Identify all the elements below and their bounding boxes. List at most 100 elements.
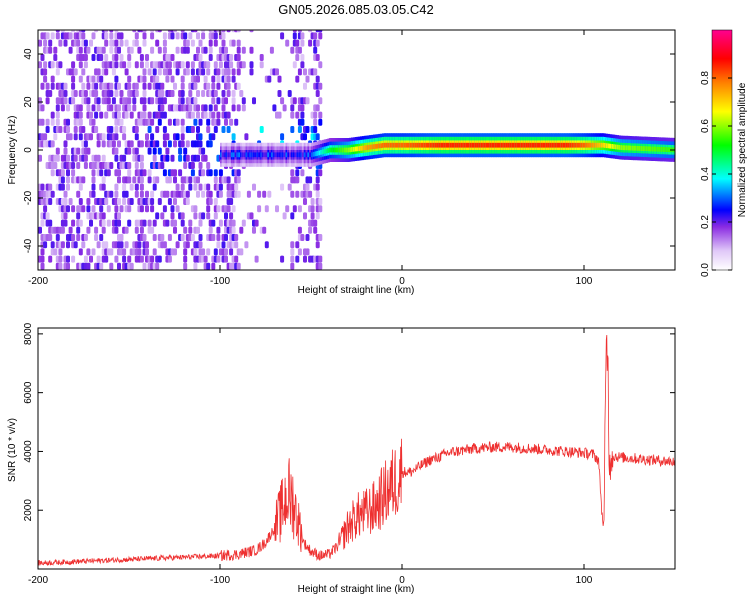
spectrogram-cell [96, 255, 101, 263]
spectrogram-y-tick-label: 20 [23, 96, 34, 108]
spectrogram-cell [175, 133, 180, 141]
spectrogram-ridge-cell [471, 142, 474, 148]
spectrogram-cell [48, 198, 53, 205]
spectrogram-cell [180, 140, 185, 148]
spectrogram-cell [290, 169, 295, 177]
spectrogram-ridge-cell [369, 144, 372, 150]
spectrogram-ridge-cell [513, 142, 516, 148]
spectrogram-ridge-cell [323, 149, 326, 154]
spectrogram-ridge-cell [631, 145, 634, 151]
spectrogram-cell [236, 169, 241, 177]
spectrogram-cell [43, 68, 48, 76]
spectrogram-cell [208, 190, 213, 198]
spectrogram-cell [152, 68, 157, 76]
colorbar-label: Normalized spectral amplitude [737, 82, 748, 217]
spectrogram-cell [73, 90, 78, 97]
spectrogram-ridge-cell [387, 142, 390, 148]
spectrogram-cell [109, 248, 114, 256]
spectrogram-cell [303, 255, 307, 263]
spectrogram-cell [157, 46, 162, 54]
spectrogram-cell [185, 61, 190, 69]
spectrogram-cell [185, 198, 190, 205]
spectrogram-cell [106, 97, 111, 105]
spectrogram-cell [160, 234, 165, 241]
spectrogram-cell [60, 183, 65, 191]
spectrogram-cell [101, 154, 106, 162]
spectrogram-cell [137, 241, 142, 249]
spectrogram-ridge-cell [473, 142, 476, 148]
spectrogram-cell [193, 97, 198, 105]
spectrogram-ridge-cell [416, 142, 419, 148]
spectrogram-cell [114, 133, 119, 141]
spectrogram-cell [71, 61, 76, 69]
spectrogram-cell [216, 241, 221, 249]
spectrogram-ridge-cell [567, 142, 570, 148]
spectrogram-cell [55, 104, 60, 112]
spectrogram-cell [114, 154, 119, 162]
spectrogram-cell [127, 82, 132, 90]
spectrogram-cell [155, 212, 160, 220]
spectrogram-ridge-cell [238, 152, 241, 158]
spectrogram-cell [162, 205, 167, 213]
spectrogram-ridge-cell [258, 152, 261, 158]
spectrogram-cell [86, 226, 91, 234]
spectrogram-cell [280, 133, 285, 141]
spectrogram-cell [78, 118, 83, 126]
spectrogram-cell [193, 262, 198, 270]
spectrogram-ridge-cell [489, 142, 492, 148]
spectrogram-ridge-cell [245, 152, 248, 158]
spectrogram-cell [160, 104, 165, 112]
spectrogram-cell [40, 118, 45, 126]
spectrogram-cell [213, 176, 218, 184]
spectrogram-ridge-cell [392, 142, 396, 148]
spectrogram-cell [183, 248, 188, 256]
spectrogram-cell [183, 255, 188, 263]
spectrogram-cell [127, 75, 132, 83]
spectrogram-ridge-cell [627, 145, 630, 151]
spectrogram-ridge-cell [569, 142, 572, 148]
spectrogram-cell [91, 190, 96, 198]
colorbar-gradient [711, 29, 733, 271]
spectrogram-cell [170, 90, 175, 97]
spectrogram-cell [81, 241, 86, 249]
spectrogram-cell [167, 198, 172, 205]
spectrogram-cell [122, 133, 127, 141]
spectrogram-cell [117, 140, 121, 148]
spectrogram-cell [86, 82, 91, 90]
spectrogram-ridge-cell [496, 142, 499, 148]
spectrogram-ridge-cell [551, 142, 554, 148]
spectrogram-ridge-cell [400, 142, 403, 148]
spectrogram-cell [68, 226, 73, 234]
spectrogram-ridge-cell [591, 142, 594, 148]
spectrogram-cell [150, 226, 155, 234]
spectrogram-cell [68, 133, 73, 141]
spectrogram-cell [111, 97, 116, 105]
spectrogram-cell [142, 82, 147, 90]
spectrogram-cell [142, 75, 147, 83]
spectrogram-cell [203, 111, 208, 119]
spectrogram-cell [104, 32, 109, 40]
spectrogram-cell [142, 169, 147, 177]
spectrogram-cell [211, 97, 216, 105]
spectrogram-cell [83, 255, 88, 263]
spectrogram-ridge-cell [240, 152, 243, 158]
spectrogram-cell [313, 68, 318, 76]
spectrogram-ridge-cell [338, 147, 341, 153]
spectrogram-cell [150, 32, 155, 40]
spectrogram-ridge-cell [427, 142, 430, 148]
spectrogram-ridge-cell [405, 142, 408, 148]
spectrogram-cell [104, 198, 109, 205]
spectrogram-cell [175, 183, 180, 191]
spectrogram-cell [89, 255, 93, 263]
spectrogram-cell [178, 169, 183, 177]
spectrogram-ridge-cell [291, 152, 294, 158]
spectrogram-cell [50, 190, 55, 198]
spectrogram-ridge-cell [389, 142, 392, 148]
spectrogram-cell [282, 212, 287, 220]
spectrogram-ridge-cell [538, 142, 541, 148]
spectrogram-cell [63, 147, 68, 155]
spectrogram-ridge-cell [625, 145, 629, 151]
spectrogram-cell [83, 54, 88, 61]
spectrogram-cell [196, 176, 200, 184]
spectrogram-cell [66, 241, 70, 249]
